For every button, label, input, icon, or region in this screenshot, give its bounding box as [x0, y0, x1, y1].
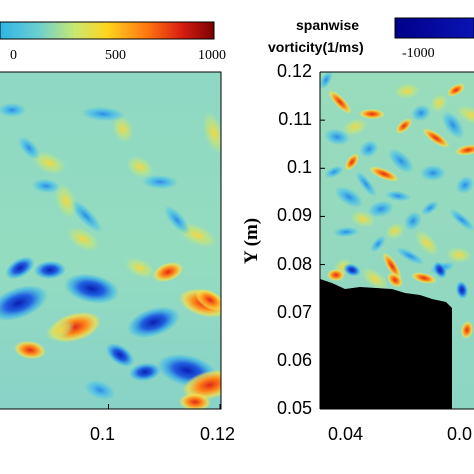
- lower-band-blob: [84, 380, 116, 400]
- right-field-blob: [420, 164, 446, 182]
- left-cbar-tick-0: 0: [10, 48, 17, 63]
- right-colorbar: [394, 17, 474, 39]
- right-field-blob: [334, 186, 364, 208]
- right-field-blob: [441, 111, 465, 139]
- right-field-blob: [370, 235, 386, 253]
- right-field-blob: [385, 190, 411, 202]
- right-field-blob: [320, 72, 333, 90]
- right-field-blob: [359, 108, 385, 120]
- right-field-blob: [422, 128, 450, 148]
- lower-band-blob: [14, 340, 46, 360]
- right-field-blob: [328, 89, 352, 115]
- right-heatmap: [320, 72, 474, 409]
- right-ytick-label: 0.09: [276, 205, 312, 226]
- right-field-blob: [404, 211, 422, 231]
- right-field-blob: [355, 171, 377, 197]
- left-xtick-0.12: 0.12: [200, 424, 236, 444]
- left-cbar-tick-1000: 1000: [198, 48, 226, 63]
- negative-vortex-blob: [64, 273, 120, 304]
- right-field-blob: [395, 247, 425, 265]
- right-field-blob: [344, 153, 360, 171]
- right-field-blob: [421, 200, 439, 216]
- y-axis-label: Y (m): [241, 217, 262, 265]
- lower-band-blob: [195, 288, 221, 312]
- right-xtick-0.04: 0.04: [328, 424, 364, 444]
- lower-band-blob: [105, 343, 135, 367]
- near-wall-blob: [327, 269, 345, 281]
- obstacle-shape: [320, 279, 452, 409]
- right-field-blob: [359, 140, 379, 158]
- right-field-blob: [395, 118, 413, 134]
- right-field-blob: [333, 226, 359, 238]
- left-plot-frame: [0, 71, 222, 410]
- lower-band-blob: [44, 319, 76, 341]
- right-field-blob: [411, 104, 431, 122]
- right-cbar-tick-neg1000: -1000: [402, 46, 435, 61]
- left-xtick-0.1: 0.1: [90, 424, 116, 444]
- field-texture-blob: [18, 136, 40, 160]
- field-texture-blob: [0, 103, 26, 117]
- right-field-blob: [446, 83, 466, 97]
- field-texture-blob: [126, 156, 154, 178]
- right-field-blob: [369, 166, 399, 182]
- near-wall-blob: [387, 272, 403, 288]
- right-field-blob: [456, 105, 474, 125]
- right-field-blob: [430, 93, 448, 113]
- right-field-blob: [324, 165, 344, 179]
- right-field-blob: [324, 128, 350, 146]
- field-texture-blob: [202, 111, 221, 155]
- lower-band-blob: [124, 257, 156, 279]
- right-field-blob: [449, 209, 474, 231]
- field-texture-blob: [164, 205, 190, 235]
- colorbar-label-line1: spanwise: [296, 17, 360, 33]
- right-ytick-label: 0.07: [276, 301, 312, 322]
- right-field-blob: [455, 175, 474, 195]
- field-texture-blob: [66, 226, 100, 252]
- lower-band-blob: [129, 362, 161, 382]
- left-cbar-tick-500: 500: [105, 48, 126, 63]
- right-ytick-label: 0.08: [276, 253, 312, 274]
- field-texture-blob: [31, 151, 67, 175]
- field-texture-blob: [32, 178, 60, 194]
- near-wall-blob: [460, 321, 474, 339]
- right-field-blob: [388, 148, 414, 174]
- negative-vortex-blob: [127, 306, 180, 338]
- field-texture-blob: [54, 183, 78, 219]
- near-wall-blob: [433, 261, 447, 279]
- right-field-blob: [414, 229, 440, 257]
- right-field-blob: [446, 246, 472, 264]
- colorbar-label-line2: vorticity(1/ms): [268, 39, 364, 55]
- right-ytick-label: 0.1: [286, 157, 312, 178]
- right-field-blob: [342, 118, 368, 136]
- near-wall-blob: [455, 281, 469, 299]
- lower-band-blob: [34, 260, 66, 280]
- right-field-blob: [411, 272, 437, 284]
- left-colorbar: [0, 21, 215, 40]
- right-field-blob: [368, 200, 394, 218]
- right-xtick-0.0: 0.0: [447, 424, 473, 444]
- right-field-blob: [394, 82, 420, 100]
- negative-vortex-blob: [0, 285, 48, 321]
- positive-vortex-blob: [182, 369, 221, 401]
- right-ytick-label: 0.06: [276, 349, 312, 370]
- field-texture-blob: [142, 174, 178, 190]
- right-ytick-label: 0.05: [276, 398, 312, 418]
- right-ytick-label: 0.12: [276, 61, 312, 81]
- right-field-blob: [350, 210, 376, 228]
- right-field-blob: [382, 252, 402, 280]
- right-field-blob: [361, 267, 389, 291]
- left-heatmap: [0, 72, 221, 409]
- lower-band-blob: [179, 392, 211, 409]
- near-wall-blob: [343, 263, 361, 277]
- right-field-blob: [385, 222, 405, 240]
- field-texture-blob: [69, 199, 103, 233]
- lower-band-blob: [152, 262, 184, 282]
- field-texture-blob: [112, 115, 134, 143]
- lower-band-blob: [5, 256, 35, 280]
- right-field-blob: [455, 144, 474, 156]
- right-ytick-label: 0.11: [278, 109, 312, 130]
- field-texture-blob: [81, 106, 125, 122]
